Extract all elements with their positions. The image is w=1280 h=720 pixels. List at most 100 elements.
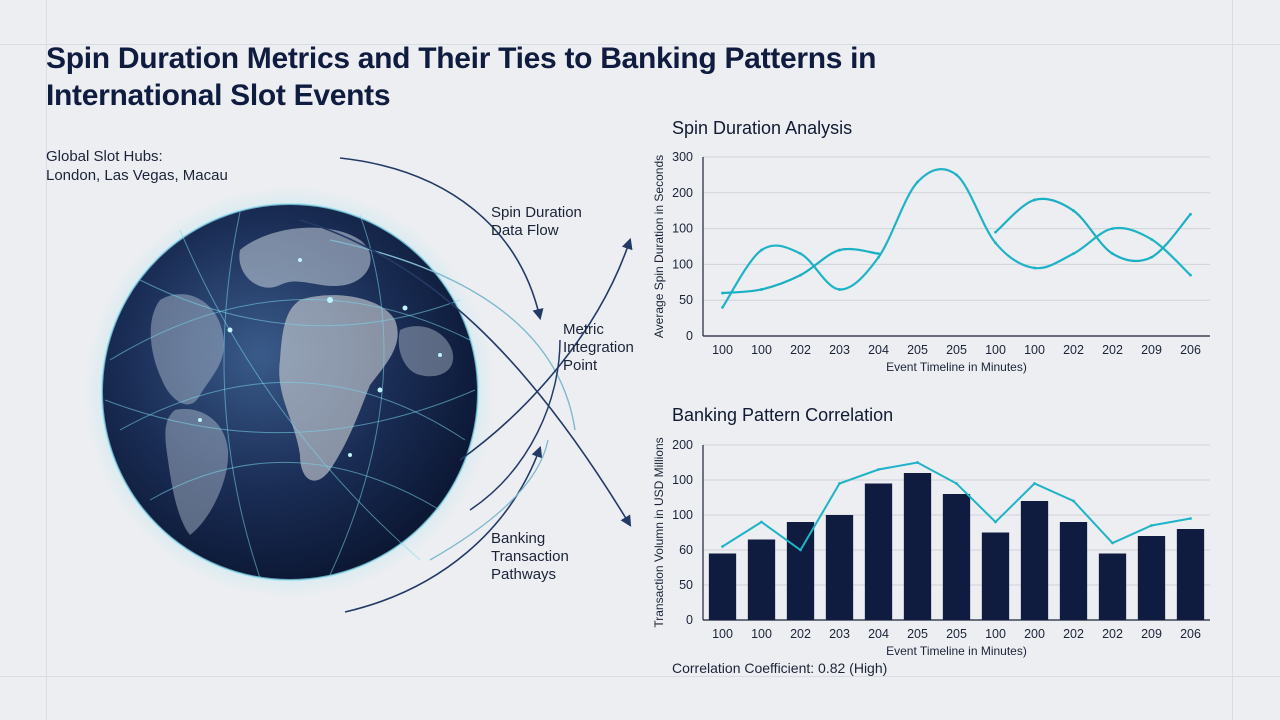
data-point — [1072, 209, 1075, 213]
data-point — [838, 482, 841, 485]
data-point — [1189, 212, 1192, 216]
frame-line-bottom — [0, 676, 1280, 677]
y-tick-label: 50 — [679, 293, 693, 307]
globe-icon — [85, 187, 495, 597]
x-tick-label: 100 — [751, 343, 772, 357]
y-tick-label: 100 — [672, 222, 693, 236]
y-tick-label: 200 — [672, 438, 693, 452]
bar — [981, 532, 1010, 620]
bar — [1137, 536, 1166, 620]
y-tick-label: 100 — [672, 257, 693, 271]
data-point — [760, 520, 763, 524]
spin-duration-flow-label: Spin Duration Data Flow — [491, 204, 582, 240]
y-tick-label: 0 — [686, 329, 693, 343]
data-point — [877, 255, 880, 259]
frame-line-left — [46, 0, 47, 720]
y-tick-label: 200 — [672, 186, 693, 200]
data-point — [799, 252, 802, 256]
data-point — [1033, 198, 1036, 202]
data-point — [838, 248, 841, 252]
x-tick-label: 205 — [907, 627, 928, 641]
y-tick-label: 50 — [679, 578, 693, 592]
flow-label-line: Transaction — [491, 548, 569, 565]
flow-label-line: Metric — [563, 321, 604, 338]
data-point — [1111, 252, 1114, 256]
y-tick-label: 300 — [672, 150, 693, 164]
x-tick-label: 202 — [790, 627, 811, 641]
frame-line-top — [0, 44, 1280, 45]
data-point — [1033, 266, 1036, 270]
data-point — [721, 545, 724, 548]
y-axis-label: Average Spin Duration in Seconds — [652, 155, 666, 338]
data-point — [1111, 227, 1114, 231]
data-point — [1111, 541, 1114, 545]
metric-integration-label: Metric Integration Point — [563, 321, 634, 375]
data-point — [1189, 273, 1192, 277]
bar — [747, 539, 776, 620]
banking-chart-title: Banking Pattern Correlation — [672, 405, 894, 425]
data-point — [799, 273, 802, 277]
flow-label-line: Integration — [563, 339, 634, 356]
bar — [825, 515, 854, 620]
x-tick-label: 209 — [1141, 627, 1162, 641]
x-tick-label: 202 — [1063, 627, 1084, 641]
data-point — [799, 548, 802, 552]
x-tick-label: 200 — [1024, 627, 1045, 641]
bar — [786, 522, 815, 620]
x-tick-label: 205 — [946, 343, 967, 357]
data-point — [760, 248, 763, 252]
bar — [1098, 553, 1127, 620]
data-point — [1033, 482, 1036, 485]
data-point — [877, 252, 880, 256]
y-tick-label: 100 — [672, 508, 693, 522]
x-tick-label: 209 — [1141, 343, 1162, 357]
data-point — [760, 288, 763, 291]
x-tick-label: 100 — [712, 627, 733, 641]
data-point — [1150, 524, 1153, 527]
x-tick-label: 202 — [1102, 343, 1123, 357]
hubs-cities: London, Las Vegas, Macau — [46, 167, 228, 184]
data-point — [955, 173, 958, 177]
x-tick-label: 205 — [907, 343, 928, 357]
bar — [708, 553, 737, 620]
global-hubs-note: Global Slot Hubs: London, Las Vegas, Mac… — [46, 147, 228, 185]
data-point — [1072, 499, 1075, 503]
x-axis-label: Event Timeline in Minutes) — [886, 644, 1027, 658]
flow-label-line: Data Flow — [491, 222, 559, 239]
x-tick-label: 100 — [985, 343, 1006, 357]
data-point — [1189, 517, 1192, 520]
y-tick-label: 0 — [686, 613, 693, 627]
data-point — [1150, 237, 1153, 241]
data-point — [955, 482, 958, 485]
bar — [1176, 529, 1205, 620]
data-point — [994, 520, 997, 524]
data-point — [721, 305, 724, 309]
data-point — [1072, 252, 1075, 256]
x-tick-label: 100 — [1024, 343, 1045, 357]
data-flow-arrows — [299, 157, 633, 613]
x-tick-label: 204 — [868, 627, 889, 641]
series-line — [994, 197, 1192, 263]
x-tick-label: 205 — [946, 627, 967, 641]
bar — [1020, 501, 1049, 620]
data-point — [838, 288, 841, 291]
x-tick-label: 206 — [1180, 627, 1201, 641]
x-tick-label: 202 — [1102, 627, 1123, 641]
y-tick-label: 60 — [679, 543, 693, 557]
hubs-heading: Global Slot Hubs: — [46, 148, 163, 165]
page-title: Spin Duration Metrics and Their Ties to … — [46, 42, 877, 112]
bar — [1059, 522, 1088, 620]
x-tick-label: 100 — [751, 627, 772, 641]
banking-bar-chart: 0 50 60 100 100 200 100 100 202 203 204 205 205 100 20… — [652, 437, 1210, 658]
x-tick-label: 202 — [1063, 343, 1084, 357]
data-point — [994, 241, 997, 245]
correlation-coefficient: Correlation Coefficient: 0.82 (High) — [672, 660, 888, 676]
x-tick-label: 203 — [829, 627, 850, 641]
bar — [864, 483, 893, 620]
data-point — [994, 230, 997, 234]
data-point — [721, 291, 724, 295]
spin-chart-title: Spin Duration Analysis — [672, 118, 853, 138]
flow-label-line: Spin Duration — [491, 204, 582, 221]
